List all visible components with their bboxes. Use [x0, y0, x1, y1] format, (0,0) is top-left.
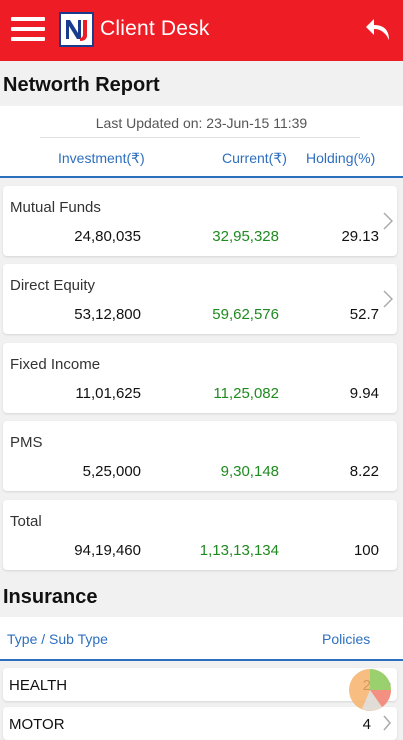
column-header-type: Type / Sub Type — [7, 631, 108, 647]
networth-row-pms: PMS 5,25,000 9,30,148 8.22 — [3, 421, 397, 491]
networth-row-fixed-income: Fixed Income 11,01,625 11,25,082 9.94 — [3, 343, 397, 413]
row-label: PMS — [10, 434, 43, 451]
row-current: 59,62,576 — [212, 306, 279, 323]
pie-chart-fab-icon[interactable] — [348, 668, 392, 712]
app-logo — [59, 12, 94, 47]
row-investment: 53,12,800 — [74, 306, 141, 323]
networth-row-total: Total 94,19,460 1,13,13,134 100 — [3, 500, 397, 570]
chevron-right-icon[interactable] — [383, 290, 393, 308]
app-bar: Client Desk — [0, 0, 403, 61]
insurance-type: MOTOR — [9, 716, 65, 733]
networth-header: Last Updated on: 23-Jun-15 11:39 Investm… — [0, 106, 403, 178]
row-label: Mutual Funds — [10, 199, 101, 216]
row-current: 9,30,148 — [220, 463, 279, 480]
row-investment: 94,19,460 — [74, 542, 141, 559]
row-holding: 52.7 — [349, 306, 379, 323]
column-header-current: Current(₹) — [222, 150, 287, 166]
insurance-row-health[interactable]: HEALTH 2 — [3, 668, 397, 701]
back-arrow-icon[interactable] — [363, 14, 393, 44]
chevron-right-icon[interactable] — [383, 715, 391, 731]
insurance-header: Type / Sub Type Policies — [0, 617, 403, 661]
row-investment: 5,25,000 — [82, 463, 141, 480]
insurance-type: HEALTH — [9, 677, 68, 694]
app-title: Client Desk — [100, 17, 210, 40]
row-holding: 100 — [353, 542, 379, 559]
column-header-holding: Holding(%) — [306, 150, 376, 166]
row-current: 11,25,082 — [213, 385, 279, 402]
row-current: 1,13,13,134 — [199, 542, 279, 559]
networth-row-direct-equity[interactable]: Direct Equity 53,12,800 59,62,576 52.7 — [3, 264, 397, 334]
row-holding: 9.94 — [349, 385, 379, 402]
row-holding: 29.13 — [341, 228, 379, 245]
row-current: 32,95,328 — [212, 228, 279, 245]
row-holding: 8.22 — [349, 463, 379, 480]
last-updated: Last Updated on: 23-Jun-15 11:39 — [95, 115, 308, 131]
row-investment: 24,80,035 — [74, 228, 141, 245]
row-label: Total — [10, 513, 42, 530]
insurance-policies: 4 — [362, 716, 371, 733]
row-label: Fixed Income — [10, 356, 101, 373]
insurance-row-motor[interactable]: MOTOR 4 — [3, 707, 397, 740]
networth-row-mutual-funds[interactable]: Mutual Funds 24,80,035 32,95,328 29.13 — [3, 186, 397, 256]
networth-title: Networth Report — [3, 74, 160, 96]
insurance-title: Insurance — [3, 586, 98, 608]
row-investment: 11,01,625 — [75, 385, 141, 402]
column-header-investment: Investment(₹) — [58, 150, 145, 166]
column-header-policies: Policies — [322, 631, 371, 647]
divider — [40, 137, 360, 138]
row-label: Direct Equity — [10, 277, 96, 294]
hamburger-menu-icon[interactable] — [11, 17, 45, 43]
chevron-right-icon[interactable] — [383, 212, 393, 230]
